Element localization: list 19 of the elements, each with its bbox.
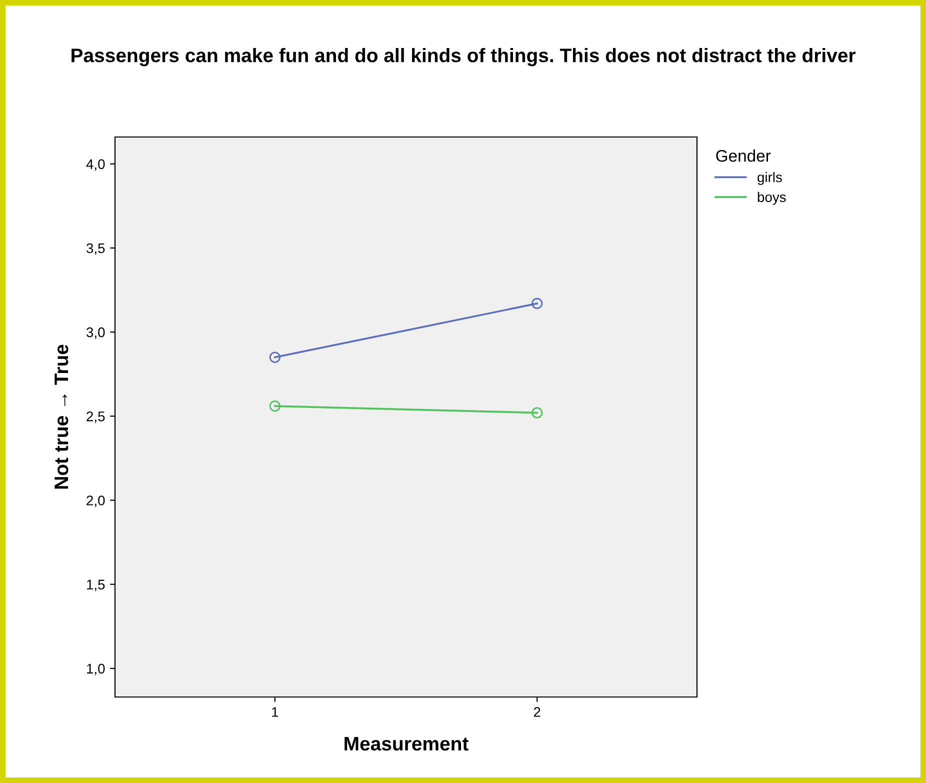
point (532, 407, 543, 418)
y-axis-title: Not true → True (54, 344, 68, 489)
point (269, 352, 280, 363)
y-tick-label: 2,5 (86, 411, 105, 423)
x-tick-label: 2 (534, 707, 540, 717)
legend-title: Gender (716, 150, 771, 162)
legend-label: girls (758, 172, 782, 185)
point (269, 400, 280, 412)
y-tick-label: 2,0 (86, 496, 105, 508)
y-tick-label: 1,5 (87, 580, 105, 592)
point (532, 298, 543, 310)
chart-title: Passengers can make fun and do all kinds of things. This does not distract the driver (72, 48, 856, 66)
y-tick-label: 3,5 (86, 243, 105, 255)
legend-label: boys (758, 192, 786, 205)
y-tick-label: 4,0 (86, 159, 105, 171)
y-tick-label: 1,0 (87, 664, 105, 676)
x-tick-label: 1 (272, 707, 278, 717)
y-tick-label: 3,0 (86, 327, 105, 339)
x-axis-title: Measurement (344, 737, 468, 751)
